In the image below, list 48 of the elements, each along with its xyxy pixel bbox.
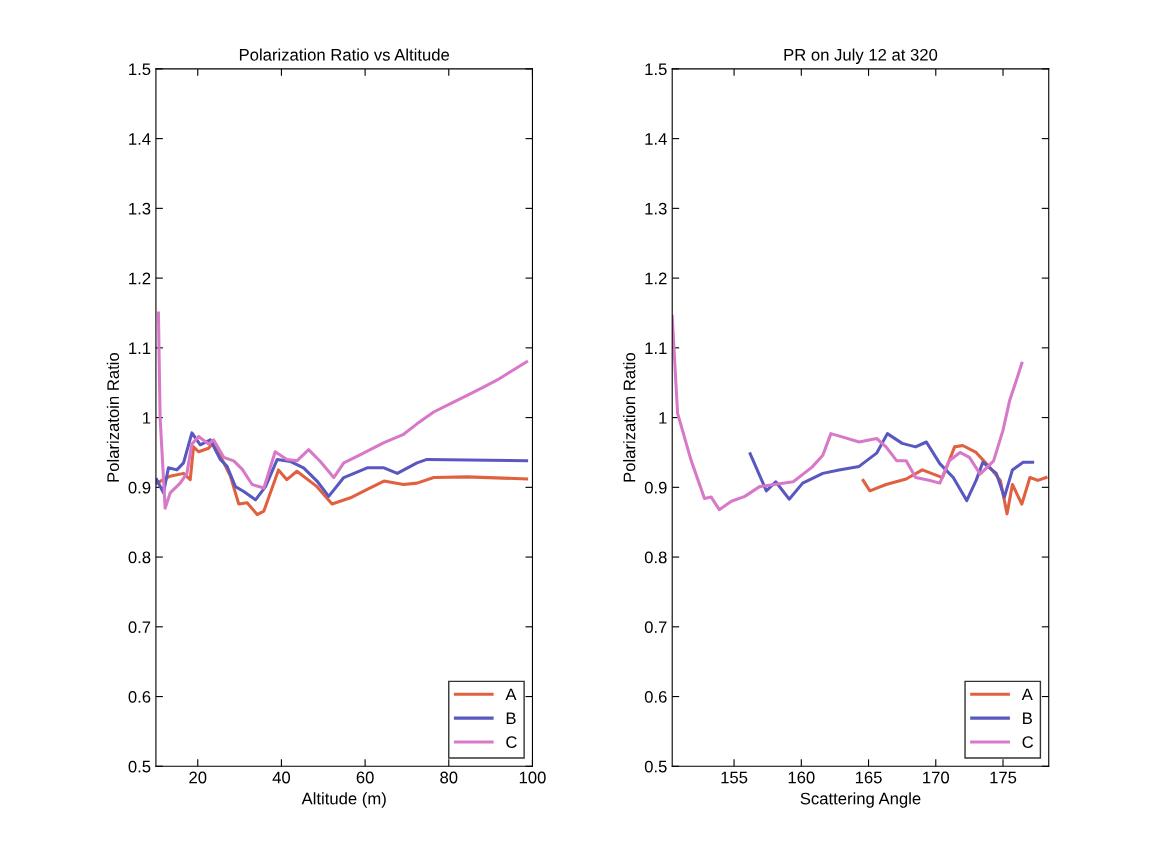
y-tick-label: 0.9 [128, 481, 151, 494]
x-tick-label: 80 [440, 771, 458, 784]
y-tick-label: 0.6 [644, 690, 667, 703]
y-tick-label: 1.3 [645, 202, 667, 215]
legend-label: A [505, 688, 517, 701]
y-tick-label: 0.9 [644, 481, 667, 494]
legend-label: C [1022, 736, 1034, 748]
y-tick-label: 1.5 [645, 63, 667, 76]
y-tick-label: 0.5 [644, 760, 667, 773]
line-series [156, 311, 529, 510]
line-series [672, 314, 1024, 512]
chart-title: Polarization Ratio vs Altitude [239, 48, 450, 61]
y-tick-label: 1.1 [129, 342, 151, 354]
chart-title: PR on July 12 at 320 [784, 48, 938, 65]
y-axis-title: Polarizatoin Ratio [106, 352, 120, 482]
legend-label: B [506, 712, 516, 724]
y-tick-label: 1.3 [129, 202, 151, 215]
x-tick-label: 155 [721, 771, 748, 784]
legend-label: C [506, 736, 517, 748]
y-tick-label: 0.8 [644, 551, 667, 564]
y-tick-label: 1.2 [645, 272, 667, 285]
x-tick-label: 165 [855, 771, 882, 784]
x-axis-title: Altitude (m) [301, 792, 386, 808]
y-tick-label: 0.6 [128, 690, 151, 703]
line-series [155, 431, 529, 502]
x-tick-label: 170 [923, 771, 950, 784]
y-tick-label: 1 [659, 412, 667, 424]
x-tick-label: 60 [356, 771, 374, 784]
legend-label: A [1021, 688, 1033, 701]
y-tick-label: 0.8 [128, 551, 151, 564]
y-tick-label: 0.5 [128, 760, 151, 773]
x-tick-label: 40 [272, 771, 291, 784]
y-tick-label: 1.4 [645, 133, 667, 145]
y-tick-label: 0.7 [128, 621, 151, 634]
y-tick-label: 0.7 [644, 621, 667, 634]
legend-label: B [1023, 712, 1032, 724]
x-tick-label: 100 [519, 771, 546, 784]
y-axis-title: Polarization Ratio [623, 352, 636, 482]
line-series [748, 432, 1035, 503]
x-tick-label: 160 [788, 771, 815, 784]
y-tick-label: 1.1 [645, 342, 667, 354]
y-tick-label: 1.4 [129, 133, 151, 145]
x-axis-title: Scattering Angle [800, 792, 921, 808]
x-tick-label: 175 [990, 771, 1017, 784]
y-tick-label: 1.5 [129, 63, 151, 76]
x-tick-label: 20 [189, 771, 207, 784]
y-tick-label: 1.2 [129, 272, 151, 285]
y-tick-label: 1 [143, 412, 151, 424]
